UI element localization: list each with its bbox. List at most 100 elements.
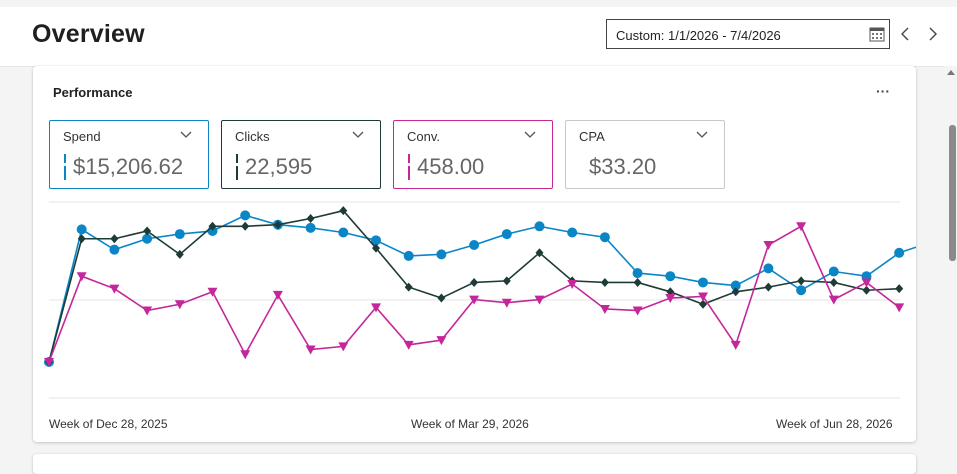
data-point[interactable] xyxy=(665,294,676,304)
chevron-right-icon[interactable] xyxy=(922,19,944,49)
metric-label: Conv. xyxy=(407,129,440,144)
data-point[interactable] xyxy=(828,266,839,277)
metric-tile-spend[interactable]: Spend $15,206.62 xyxy=(49,120,209,189)
data-point[interactable] xyxy=(110,234,119,244)
data-point[interactable] xyxy=(76,224,87,235)
data-point[interactable] xyxy=(240,350,251,360)
data-point[interactable] xyxy=(632,306,643,316)
scrollbar-thumb[interactable] xyxy=(949,125,956,261)
metric-label: Spend xyxy=(63,129,101,144)
metric-value: 458.00 xyxy=(417,154,485,179)
data-point[interactable] xyxy=(207,287,218,297)
data-point[interactable] xyxy=(698,277,708,288)
data-point[interactable] xyxy=(371,235,381,246)
data-point[interactable] xyxy=(796,285,807,296)
data-point[interactable] xyxy=(828,295,839,305)
data-point[interactable] xyxy=(305,222,316,233)
data-point[interactable] xyxy=(567,227,578,238)
date-range-picker[interactable]: Custom: 1/1/2026 - 7/4/2026 xyxy=(606,19,890,49)
data-point[interactable] xyxy=(76,272,87,282)
data-point[interactable] xyxy=(599,232,610,243)
data-point[interactable] xyxy=(372,243,380,253)
data-point[interactable] xyxy=(143,226,152,236)
data-point[interactable] xyxy=(599,304,610,314)
series-color-indicator xyxy=(408,154,410,180)
data-point[interactable] xyxy=(371,303,381,313)
data-point[interactable] xyxy=(44,358,54,367)
data-point[interactable] xyxy=(796,222,807,232)
data-point[interactable] xyxy=(699,299,707,309)
data-point[interactable] xyxy=(894,247,905,258)
data-point[interactable] xyxy=(567,280,578,289)
metric-value: $15,206.62 xyxy=(73,154,184,179)
data-point[interactable] xyxy=(403,250,414,261)
data-point[interactable] xyxy=(469,295,480,305)
data-point[interactable] xyxy=(240,210,251,221)
data-point[interactable] xyxy=(501,229,512,240)
chevron-down-icon[interactable] xyxy=(696,131,708,139)
data-point[interactable] xyxy=(208,221,217,231)
data-point[interactable] xyxy=(763,241,774,250)
data-point[interactable] xyxy=(730,340,741,350)
data-point[interactable] xyxy=(272,290,283,300)
data-point[interactable] xyxy=(109,284,120,294)
data-point[interactable] xyxy=(861,278,872,288)
data-point[interactable] xyxy=(109,244,120,255)
scroll-up-icon[interactable] xyxy=(947,70,955,75)
data-point[interactable] xyxy=(895,284,904,294)
data-point[interactable] xyxy=(305,345,316,355)
data-point[interactable] xyxy=(534,295,545,305)
data-point[interactable] xyxy=(403,340,414,350)
metric-tile-cpa[interactable]: CPA $33.20 xyxy=(565,120,725,189)
x-tick-label: Week of Jun 28, 2026 xyxy=(776,417,893,431)
chevron-down-icon[interactable] xyxy=(352,131,364,139)
vertical-scrollbar[interactable] xyxy=(944,66,957,462)
data-point[interactable] xyxy=(175,249,184,259)
metric-tile-clicks[interactable]: Clicks 22,595 xyxy=(221,120,381,189)
data-point[interactable] xyxy=(535,248,544,258)
data-point[interactable] xyxy=(633,277,642,287)
data-point[interactable] xyxy=(862,285,871,295)
data-point[interactable] xyxy=(469,240,480,250)
chevron-down-icon[interactable] xyxy=(180,131,192,139)
data-point[interactable] xyxy=(632,268,643,279)
data-point[interactable] xyxy=(436,249,447,260)
data-point[interactable] xyxy=(306,213,315,223)
data-point[interactable] xyxy=(731,287,740,297)
data-point[interactable] xyxy=(142,233,153,244)
data-point[interactable] xyxy=(763,263,774,274)
data-point[interactable] xyxy=(665,271,676,282)
data-point[interactable] xyxy=(338,227,349,238)
data-point[interactable] xyxy=(174,300,185,310)
data-point[interactable] xyxy=(534,221,545,232)
data-point[interactable] xyxy=(698,292,708,302)
data-point[interactable] xyxy=(174,229,185,240)
data-point[interactable] xyxy=(470,277,479,287)
performance-line-chart xyxy=(44,201,916,399)
chevron-down-icon[interactable] xyxy=(524,131,536,139)
data-point[interactable] xyxy=(339,206,348,216)
data-point[interactable] xyxy=(730,280,741,291)
chevron-left-icon[interactable] xyxy=(894,19,916,49)
data-point[interactable] xyxy=(764,282,773,292)
data-point[interactable] xyxy=(894,303,905,313)
data-point[interactable] xyxy=(797,276,806,286)
data-point[interactable] xyxy=(142,306,153,316)
data-point[interactable] xyxy=(338,342,349,352)
data-point[interactable] xyxy=(437,293,446,303)
data-point[interactable] xyxy=(502,276,511,286)
metric-label: CPA xyxy=(579,129,605,144)
x-tick-label: Week of Mar 29, 2026 xyxy=(411,417,529,431)
data-point[interactable] xyxy=(404,282,413,292)
data-point[interactable] xyxy=(600,277,609,287)
metric-tile-conversions[interactable]: Conv. 458.00 xyxy=(393,120,553,189)
data-point[interactable] xyxy=(241,221,250,231)
data-point[interactable] xyxy=(829,277,838,287)
data-point[interactable] xyxy=(436,336,447,346)
more-options-icon[interactable]: ··· xyxy=(876,83,890,99)
data-point[interactable] xyxy=(501,298,512,308)
page-title: Overview xyxy=(32,20,145,48)
data-point[interactable] xyxy=(77,234,86,244)
data-point[interactable] xyxy=(273,220,282,230)
calendar-icon[interactable] xyxy=(869,27,885,42)
